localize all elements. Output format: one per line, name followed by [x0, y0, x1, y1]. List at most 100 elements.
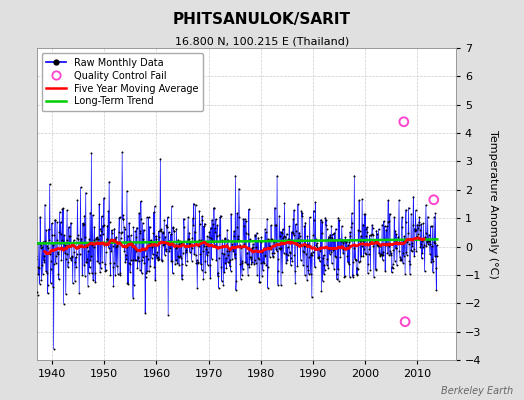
- Point: [409, 194, 418, 200]
- Point: [201, 258, 210, 265]
- Point: [147, 237, 155, 243]
- Point: [410, 253, 418, 259]
- Point: [350, 245, 358, 252]
- Point: [78, 243, 86, 249]
- Point: [162, 248, 170, 254]
- Point: [213, 222, 222, 229]
- Point: [351, 242, 359, 248]
- Point: [419, 220, 428, 226]
- Point: [292, 228, 300, 234]
- Point: [94, 236, 103, 242]
- Point: [405, 258, 413, 264]
- Point: [204, 242, 213, 248]
- Point: [220, 268, 228, 275]
- Point: [381, 268, 389, 274]
- Point: [103, 236, 111, 242]
- Point: [178, 276, 186, 283]
- Point: [35, 240, 43, 246]
- Point: [312, 242, 320, 248]
- Point: [332, 254, 340, 260]
- Point: [408, 240, 416, 246]
- Point: [342, 246, 350, 252]
- Point: [195, 220, 204, 227]
- Y-axis label: Temperature Anomaly (°C): Temperature Anomaly (°C): [488, 130, 498, 278]
- Point: [202, 243, 211, 249]
- Point: [58, 237, 66, 243]
- Point: [247, 261, 256, 268]
- Point: [62, 256, 70, 262]
- Point: [176, 253, 184, 259]
- Point: [63, 250, 72, 257]
- Point: [155, 256, 163, 262]
- Point: [88, 242, 96, 248]
- Point: [287, 254, 295, 261]
- Point: [397, 257, 406, 263]
- Point: [244, 230, 253, 237]
- Point: [127, 232, 135, 239]
- Point: [44, 244, 52, 251]
- Point: [256, 248, 265, 254]
- Point: [41, 268, 50, 274]
- Point: [96, 269, 104, 276]
- Point: [124, 232, 132, 239]
- Point: [395, 236, 403, 243]
- Point: [181, 244, 189, 250]
- Point: [127, 256, 136, 263]
- Point: [188, 257, 196, 264]
- Point: [395, 197, 403, 204]
- Point: [226, 268, 235, 274]
- Point: [87, 150, 95, 156]
- Point: [358, 196, 366, 202]
- Point: [350, 172, 358, 179]
- Point: [328, 234, 336, 241]
- Point: [146, 240, 154, 246]
- Point: [322, 222, 330, 228]
- Point: [99, 230, 107, 237]
- Point: [132, 248, 140, 254]
- Point: [384, 218, 392, 225]
- Point: [377, 250, 385, 257]
- Point: [226, 256, 234, 263]
- Point: [363, 224, 371, 230]
- Point: [379, 249, 387, 255]
- Point: [217, 264, 225, 270]
- Point: [61, 250, 69, 256]
- Point: [53, 219, 61, 225]
- Point: [118, 216, 127, 222]
- Point: [255, 256, 263, 262]
- Point: [98, 258, 106, 265]
- Point: [193, 259, 202, 266]
- Point: [168, 203, 176, 210]
- Point: [405, 204, 413, 211]
- Point: [428, 243, 436, 250]
- Point: [152, 255, 161, 261]
- Point: [201, 269, 209, 276]
- Point: [319, 278, 327, 284]
- Point: [380, 218, 388, 224]
- Point: [269, 253, 277, 260]
- Point: [50, 261, 58, 267]
- Point: [398, 214, 406, 220]
- Point: [125, 220, 133, 226]
- Point: [126, 261, 135, 268]
- Point: [216, 238, 224, 244]
- Point: [54, 271, 62, 277]
- Point: [190, 228, 199, 235]
- Point: [28, 245, 36, 251]
- Point: [227, 211, 235, 217]
- Point: [83, 243, 91, 250]
- Point: [123, 280, 132, 286]
- Point: [111, 236, 119, 242]
- Point: [95, 226, 104, 232]
- Point: [402, 206, 410, 213]
- Point: [70, 249, 79, 255]
- Point: [394, 234, 402, 240]
- Point: [187, 242, 195, 248]
- Point: [191, 238, 199, 244]
- Point: [301, 219, 310, 226]
- Point: [385, 218, 394, 224]
- Point: [97, 213, 106, 220]
- Point: [39, 257, 48, 264]
- Point: [263, 216, 271, 222]
- Point: [389, 246, 398, 253]
